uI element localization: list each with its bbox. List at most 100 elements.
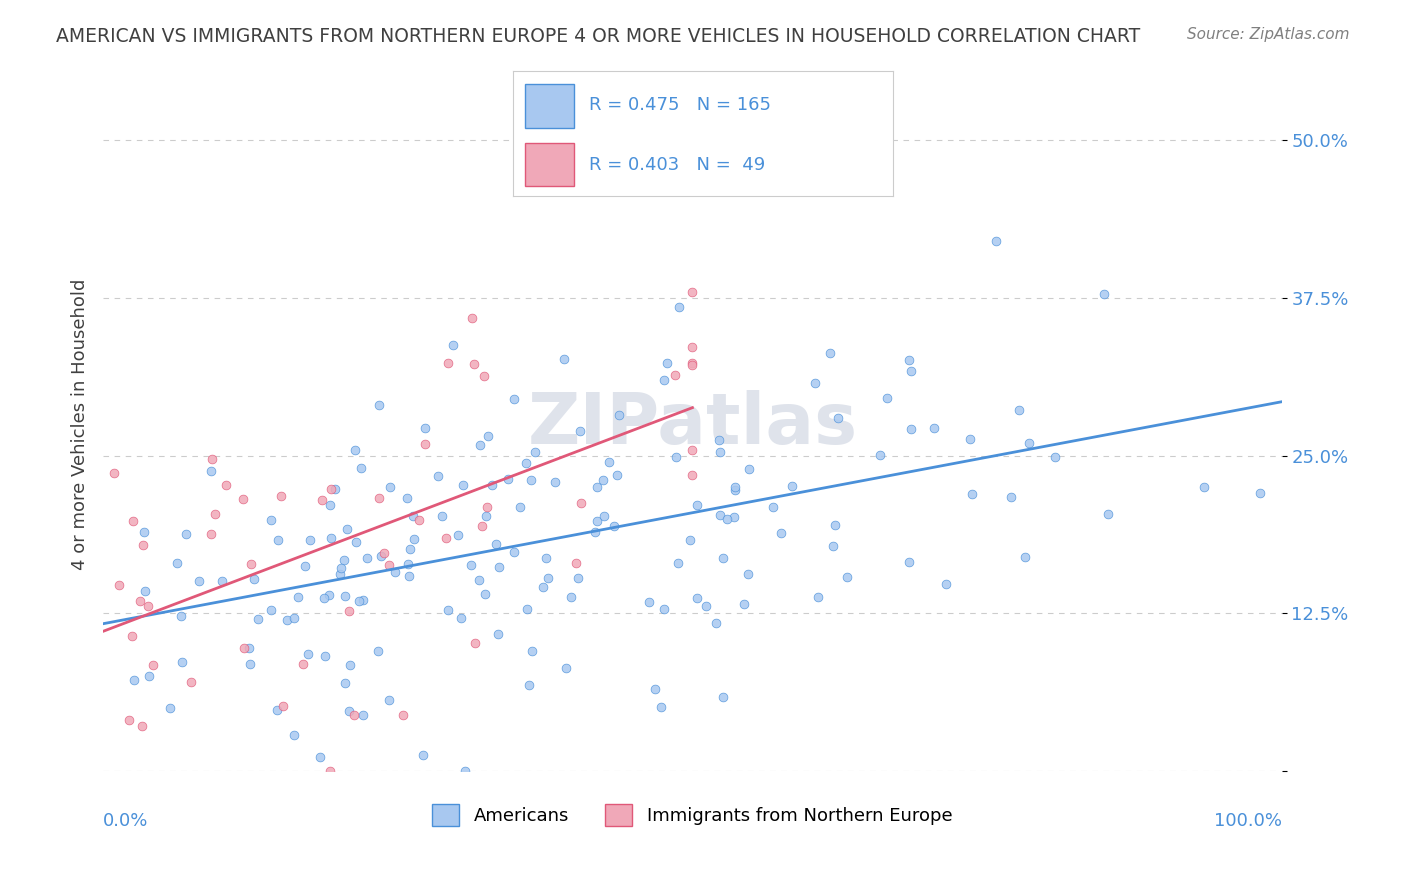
Point [454, 764, 477, 778]
Point [1018, 436, 1040, 450]
Text: Source: ZipAtlas.com: Source: ZipAtlas.com [1187, 27, 1350, 42]
Point [524, 445, 547, 459]
Point [477, 428, 499, 442]
Point [292, 657, 315, 671]
Point [716, 512, 738, 526]
Point [1192, 480, 1215, 494]
Point [336, 523, 359, 537]
Point [368, 398, 391, 412]
Point [820, 345, 842, 359]
Point [266, 703, 288, 717]
Point [329, 566, 352, 581]
Point [598, 454, 620, 468]
Point [554, 661, 576, 675]
Point [136, 599, 159, 614]
Point [498, 472, 520, 486]
Point [339, 605, 361, 619]
Point [131, 719, 153, 733]
Point [724, 483, 747, 497]
Point [592, 509, 614, 524]
Point [681, 442, 703, 457]
Text: ZIPatlas: ZIPatlas [527, 390, 858, 458]
Point [392, 707, 415, 722]
Point [517, 678, 540, 692]
Point [318, 498, 340, 512]
Point [666, 556, 689, 570]
Point [352, 708, 374, 723]
Point [134, 583, 156, 598]
Point [769, 525, 792, 540]
Point [384, 565, 406, 579]
FancyBboxPatch shape [524, 84, 574, 128]
Point [204, 507, 226, 521]
Point [922, 420, 945, 434]
Point [377, 558, 399, 572]
Point [367, 491, 389, 506]
Point [543, 475, 565, 489]
Point [441, 338, 464, 352]
Point [170, 655, 193, 669]
Point [1097, 507, 1119, 521]
Point [434, 531, 457, 545]
Point [402, 532, 425, 546]
Point [396, 557, 419, 571]
Point [668, 300, 690, 314]
Point [412, 747, 434, 762]
Point [537, 571, 560, 585]
Point [238, 640, 260, 655]
Point [709, 433, 731, 447]
Point [711, 550, 734, 565]
Point [122, 514, 145, 528]
Point [603, 519, 626, 533]
Point [560, 591, 582, 605]
Point [413, 421, 436, 435]
Point [1043, 450, 1066, 465]
Point [515, 456, 537, 470]
Point [134, 524, 156, 539]
Point [1014, 550, 1036, 565]
Point [898, 352, 921, 367]
Point [1249, 485, 1271, 500]
Point [174, 527, 197, 541]
Point [432, 508, 454, 523]
Point [488, 559, 510, 574]
Point [215, 478, 238, 492]
Point [460, 558, 482, 572]
Point [569, 424, 592, 438]
Point [398, 569, 420, 583]
Point [343, 442, 366, 457]
Point [211, 574, 233, 588]
Point [655, 356, 678, 370]
Point [503, 392, 526, 406]
Point [464, 636, 486, 650]
Point [124, 673, 146, 687]
Point [463, 357, 485, 371]
Point [283, 728, 305, 742]
Point [461, 310, 484, 325]
Point [652, 602, 675, 616]
Point [475, 500, 498, 515]
Point [201, 451, 224, 466]
Point [520, 644, 543, 658]
Point [709, 445, 731, 459]
Point [484, 537, 506, 551]
Text: R = 0.475   N = 165: R = 0.475 N = 165 [589, 96, 770, 114]
Point [436, 356, 458, 370]
Point [298, 533, 321, 547]
Point [481, 477, 503, 491]
Point [686, 591, 709, 605]
Point [270, 489, 292, 503]
Point [426, 468, 449, 483]
Y-axis label: 4 or more Vehicles in Household: 4 or more Vehicles in Household [72, 278, 89, 570]
Point [108, 578, 131, 592]
Point [681, 285, 703, 299]
Point [267, 533, 290, 547]
Point [367, 644, 389, 658]
Point [665, 450, 688, 464]
Point [330, 560, 353, 574]
Point [553, 352, 575, 367]
Point [709, 508, 731, 522]
Point [509, 500, 531, 515]
Point [1000, 490, 1022, 504]
Point [233, 640, 256, 655]
